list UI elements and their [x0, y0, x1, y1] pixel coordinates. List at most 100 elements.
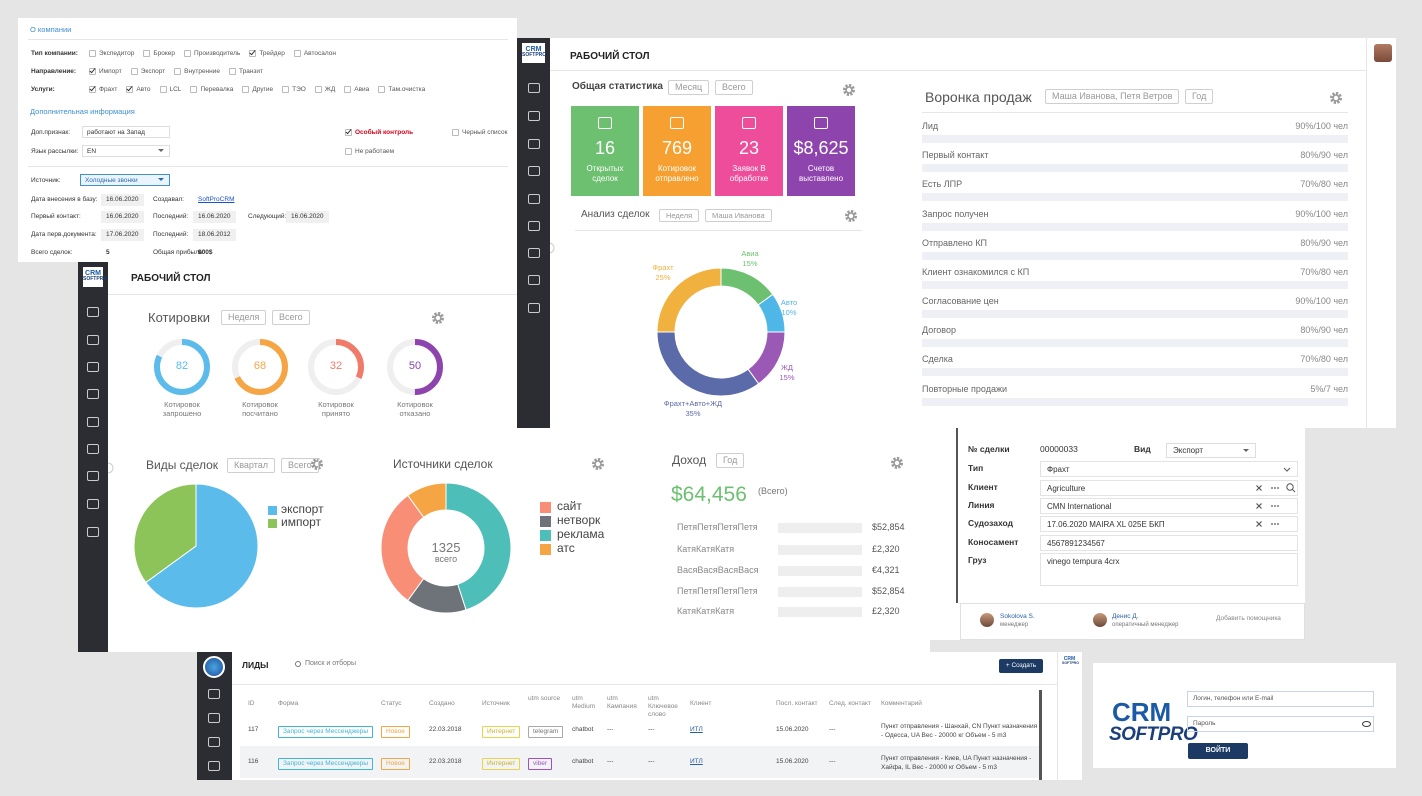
nav-icon[interactable]: [527, 166, 540, 176]
nav-icon[interactable]: [208, 737, 220, 747]
filter-chip[interactable]: Всего: [715, 80, 753, 95]
filter-chip[interactable]: Месяц: [668, 80, 710, 95]
nav-icon[interactable]: [87, 417, 99, 427]
checkbox: [89, 50, 96, 57]
checkbox-option[interactable]: Трейдер: [249, 48, 285, 57]
filter-chip[interactable]: Неделя: [659, 209, 700, 222]
stat-card[interactable]: [571, 106, 639, 196]
nav-icon[interactable]: [87, 527, 99, 537]
checkbox-option[interactable]: Авто: [126, 84, 151, 93]
nav-icon[interactable]: [87, 307, 99, 317]
nav-icon[interactable]: [208, 761, 220, 771]
checkbox-option[interactable]: Экспедитор: [89, 50, 134, 57]
table-cell[interactable]: ИТЛ: [690, 726, 703, 733]
text-input[interactable]: vinego tempura 4crx: [1040, 553, 1298, 586]
login-button[interactable]: ВОЙТИ: [1188, 743, 1248, 759]
checkbox-option[interactable]: Черный список: [452, 129, 507, 136]
show-password[interactable]: [1362, 721, 1371, 727]
field-value[interactable]: SoftProCRM: [198, 196, 235, 203]
field-value: 5: [106, 249, 110, 256]
option-label: Внутренние: [184, 68, 220, 75]
nav-icon[interactable]: [208, 689, 220, 699]
nav-icon[interactable]: [527, 111, 540, 121]
nav-icon[interactable]: [527, 139, 540, 149]
nav-icon[interactable]: [527, 83, 540, 93]
checkbox-option[interactable]: Внутренние: [174, 68, 220, 75]
nav-icon[interactable]: [527, 248, 540, 258]
field-label: Первый контакт:: [31, 213, 81, 220]
bar-track: [778, 523, 862, 533]
text-input[interactable]: CMN International: [1040, 498, 1298, 514]
nav-icon[interactable]: [87, 389, 99, 399]
nav-icon[interactable]: [87, 444, 99, 454]
text-input[interactable]: 17.06.2020 MAIRA XL 025E БКП: [1040, 516, 1298, 532]
filter-chip[interactable]: Маша Иванова, Петя Ветров: [1045, 89, 1180, 104]
checkbox-option[interactable]: Брокер: [143, 50, 175, 57]
checkbox-option[interactable]: Автосалон: [293, 50, 336, 57]
text-input[interactable]: Фрахт: [1040, 461, 1298, 477]
text-input[interactable]: Agriculture: [1040, 480, 1298, 496]
funnel-value: 70%/80 чел: [1300, 267, 1348, 277]
filter-chip[interactable]: Год: [1185, 89, 1214, 104]
checkbox-option[interactable]: Производитель: [184, 50, 240, 57]
nav-icon[interactable]: [527, 275, 540, 285]
checkbox: [249, 48, 257, 57]
checkbox-option[interactable]: Другие: [242, 86, 273, 93]
divider: [922, 112, 1348, 113]
nav-icon[interactable]: [87, 499, 99, 509]
checkbox-option[interactable]: Не работаем: [345, 148, 394, 155]
password-input[interactable]: Пароль: [1187, 716, 1374, 732]
create-button[interactable]: + Создать: [999, 659, 1043, 673]
filter-chip[interactable]: Год: [716, 453, 745, 468]
funnel-stage: Сделка: [922, 354, 953, 364]
select-input[interactable]: Холодные звонки: [80, 174, 170, 186]
checkbox-option[interactable]: Экспорт: [130, 68, 165, 75]
option-label: Перевалка: [200, 86, 234, 93]
search-field[interactable]: Поиск и отборы: [305, 660, 356, 667]
field-label: Груз: [968, 555, 987, 565]
add-helper[interactable]: Добавить помощника: [1216, 615, 1281, 622]
person-avatar: [980, 613, 994, 627]
table-cell[interactable]: Запрос через Мессенджеры: [278, 726, 374, 738]
text-input[interactable]: 4567891234567: [1040, 535, 1298, 551]
checkbox-option[interactable]: Авиа: [344, 86, 369, 93]
filter-chip[interactable]: Всего: [281, 458, 319, 473]
comment-cell: Пункт отправления - Шанхай, CN Пункт наз…: [881, 723, 1038, 740]
nav-icon[interactable]: [87, 362, 99, 372]
checkbox-option[interactable]: Импорт: [89, 66, 122, 75]
right-bar: [1057, 652, 1082, 780]
checkbox-option[interactable]: Транзит: [228, 68, 263, 75]
nav-icon[interactable]: [87, 471, 99, 481]
stat-card[interactable]: [643, 106, 711, 196]
filter-chip[interactable]: Всего: [272, 310, 310, 325]
stat-card[interactable]: [715, 106, 783, 196]
nav-icon[interactable]: [87, 335, 99, 345]
nav-icon[interactable]: [527, 221, 540, 231]
checkbox-option[interactable]: LCL: [159, 86, 181, 93]
text-input[interactable]: работают на Запад: [82, 126, 170, 138]
checkbox-option[interactable]: Особый контроль: [345, 127, 413, 136]
login-input[interactable]: Логин, телефон или E-mail: [1187, 691, 1374, 707]
select-input[interactable]: EN: [82, 145, 170, 157]
table-cell[interactable]: ИТЛ: [690, 758, 703, 765]
select-input[interactable]: Экспорт: [1166, 443, 1256, 458]
checkbox-option[interactable]: ТЭО: [282, 86, 306, 93]
checkbox-option[interactable]: Фрахт: [89, 84, 117, 93]
filter-chip[interactable]: Квартал: [227, 458, 276, 473]
funnel-value: 90%/100 чел: [1295, 121, 1348, 131]
checkbox-option[interactable]: Там.очистка: [378, 86, 425, 93]
table-cell[interactable]: Запрос через Мессенджеры: [278, 758, 374, 770]
nav-icon[interactable]: [208, 713, 220, 723]
checkbox-option[interactable]: ЖД: [314, 86, 335, 93]
nav-icon[interactable]: [527, 194, 540, 204]
segment-name: Фрахт+Авто+ЖД: [663, 399, 723, 408]
filter-chip[interactable]: Маша Иванова: [705, 209, 772, 222]
user-avatar[interactable]: [1374, 44, 1392, 62]
column-header: Клиент: [690, 700, 712, 707]
checkbox-option[interactable]: Перевалка: [190, 86, 233, 93]
field-label: Дата перв.документа:: [31, 231, 97, 238]
nav-icon[interactable]: [527, 303, 540, 313]
field-label: Услуги:: [31, 86, 55, 93]
filter-chip[interactable]: Неделя: [221, 310, 267, 325]
stat-card[interactable]: [787, 106, 855, 196]
